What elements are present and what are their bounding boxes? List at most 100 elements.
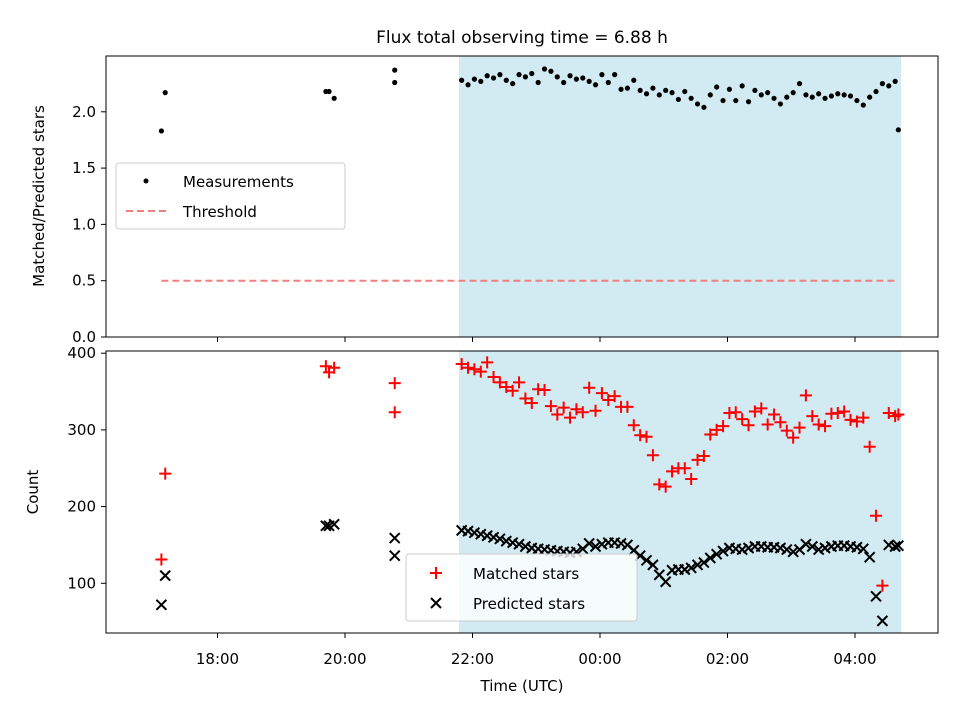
matched-star-point bbox=[793, 421, 806, 434]
measurement-point bbox=[548, 68, 554, 74]
bottom-y-tick-label: 400 bbox=[67, 344, 96, 362]
legend-label-threshold: Threshold bbox=[182, 203, 257, 221]
matched-star-point bbox=[755, 402, 768, 415]
predicted-star-point bbox=[685, 562, 697, 574]
matched-star-point bbox=[653, 478, 666, 491]
predicted-star-point bbox=[892, 540, 905, 552]
measurement-point bbox=[669, 90, 675, 96]
matched-star-point bbox=[570, 403, 583, 416]
matched-star-point bbox=[481, 356, 494, 369]
predicted-star-point bbox=[870, 590, 882, 603]
measurement-point bbox=[790, 90, 796, 96]
measurement-point bbox=[688, 95, 694, 101]
matched-star-point bbox=[685, 472, 698, 485]
measurement-point bbox=[529, 70, 535, 77]
matched-star-point bbox=[589, 404, 602, 417]
matched-star-point bbox=[736, 413, 749, 426]
matched-star-point bbox=[697, 449, 710, 462]
measurement-point bbox=[752, 87, 758, 94]
measurement-point bbox=[158, 128, 164, 134]
measurement-point bbox=[592, 82, 599, 88]
measurement-point bbox=[612, 72, 618, 78]
measurement-point bbox=[694, 101, 701, 107]
matched-star-point bbox=[319, 360, 332, 373]
matched-star-point bbox=[551, 408, 564, 421]
top-y-tick-label: 0.0 bbox=[72, 328, 96, 346]
measurement-point bbox=[510, 81, 516, 87]
measurement-point bbox=[331, 95, 337, 101]
top-y-tick-label: 0.5 bbox=[72, 272, 96, 290]
matched-star-point bbox=[812, 418, 825, 431]
matched-star-point bbox=[455, 357, 468, 370]
legend-label-measurements: Measurements bbox=[183, 173, 294, 191]
measurement-point bbox=[895, 127, 901, 133]
predicted-star-point bbox=[589, 540, 602, 553]
predicted-star-point bbox=[781, 543, 793, 556]
matched-star-point bbox=[328, 361, 341, 374]
matched-star-point bbox=[742, 419, 755, 432]
bottom-y-axis: 100 200 300 400 bbox=[67, 344, 106, 592]
predicted-star-point bbox=[857, 543, 869, 555]
measurement-point bbox=[828, 93, 835, 99]
matched-star-point bbox=[844, 413, 857, 426]
measurement-point bbox=[765, 90, 771, 96]
matched-star-point bbox=[487, 370, 500, 383]
measurement-point bbox=[580, 75, 586, 81]
measurement-point bbox=[618, 86, 624, 92]
measurement-point bbox=[796, 81, 803, 87]
measurement-point bbox=[535, 79, 541, 86]
top-panel: 0.00.51.01.52.0 Matched/Predicted stars … bbox=[30, 55, 939, 346]
predicted-star-point bbox=[691, 559, 704, 571]
measurement-point bbox=[822, 95, 828, 101]
measurement-point bbox=[879, 81, 886, 87]
top-observing-window bbox=[459, 56, 901, 337]
matched-star-point bbox=[583, 381, 596, 394]
matched-star-point bbox=[729, 406, 742, 419]
measurement-point bbox=[567, 73, 573, 79]
matched-star-point bbox=[666, 465, 679, 478]
measurement-point bbox=[720, 97, 726, 104]
top-x-axis bbox=[217, 337, 856, 342]
bottom-x-tick-label: 22:00 bbox=[451, 650, 494, 668]
chart-title: Flux total observing time = 6.88 h bbox=[376, 28, 668, 48]
measurement-point bbox=[835, 91, 841, 97]
matched-star-point bbox=[388, 377, 401, 390]
predicted-star-point bbox=[494, 533, 506, 545]
bottom-x-tick-label: 00:00 bbox=[578, 650, 621, 668]
predicted-star-point bbox=[389, 549, 401, 562]
measurement-point bbox=[847, 93, 854, 99]
predicted-star-point bbox=[698, 556, 710, 569]
matched-star-point bbox=[799, 389, 812, 402]
matched-star-point bbox=[538, 384, 551, 397]
matched-star-point bbox=[159, 467, 172, 480]
matched-star-point bbox=[513, 376, 526, 389]
matched-star-point bbox=[819, 420, 832, 433]
legend-label-matched: Matched stars bbox=[473, 565, 579, 583]
bottom-legend: Matched stars Predicted stars bbox=[405, 553, 638, 622]
measurement-point bbox=[777, 101, 784, 107]
top-y-tick-label: 1.0 bbox=[72, 215, 96, 233]
measurement-point bbox=[854, 97, 860, 104]
top-axes-frame bbox=[105, 55, 939, 338]
measurement-point bbox=[867, 94, 873, 100]
matched-star-point bbox=[831, 407, 844, 420]
measurement-point bbox=[459, 77, 465, 83]
measurement-point bbox=[326, 88, 332, 95]
measurement-point bbox=[816, 91, 822, 97]
predicted-star-point bbox=[787, 546, 799, 558]
matched-star-point bbox=[787, 431, 800, 444]
bottom-axes-frame bbox=[105, 350, 939, 634]
measurement-point bbox=[873, 88, 879, 95]
measurement-point bbox=[745, 99, 752, 105]
predicted-star-point bbox=[710, 548, 723, 560]
measurement-point bbox=[758, 92, 764, 98]
bottom-x-tick-label: 20:00 bbox=[323, 650, 366, 668]
measurement-point bbox=[784, 94, 790, 100]
matched-star-point bbox=[525, 397, 538, 410]
measurement-point bbox=[643, 91, 650, 97]
measurement-point bbox=[714, 84, 720, 90]
top-marks bbox=[158, 66, 901, 282]
predicted-star-point bbox=[159, 569, 171, 582]
matched-star-point bbox=[659, 480, 672, 493]
x-axis-label: Time (UTC) bbox=[480, 677, 564, 695]
